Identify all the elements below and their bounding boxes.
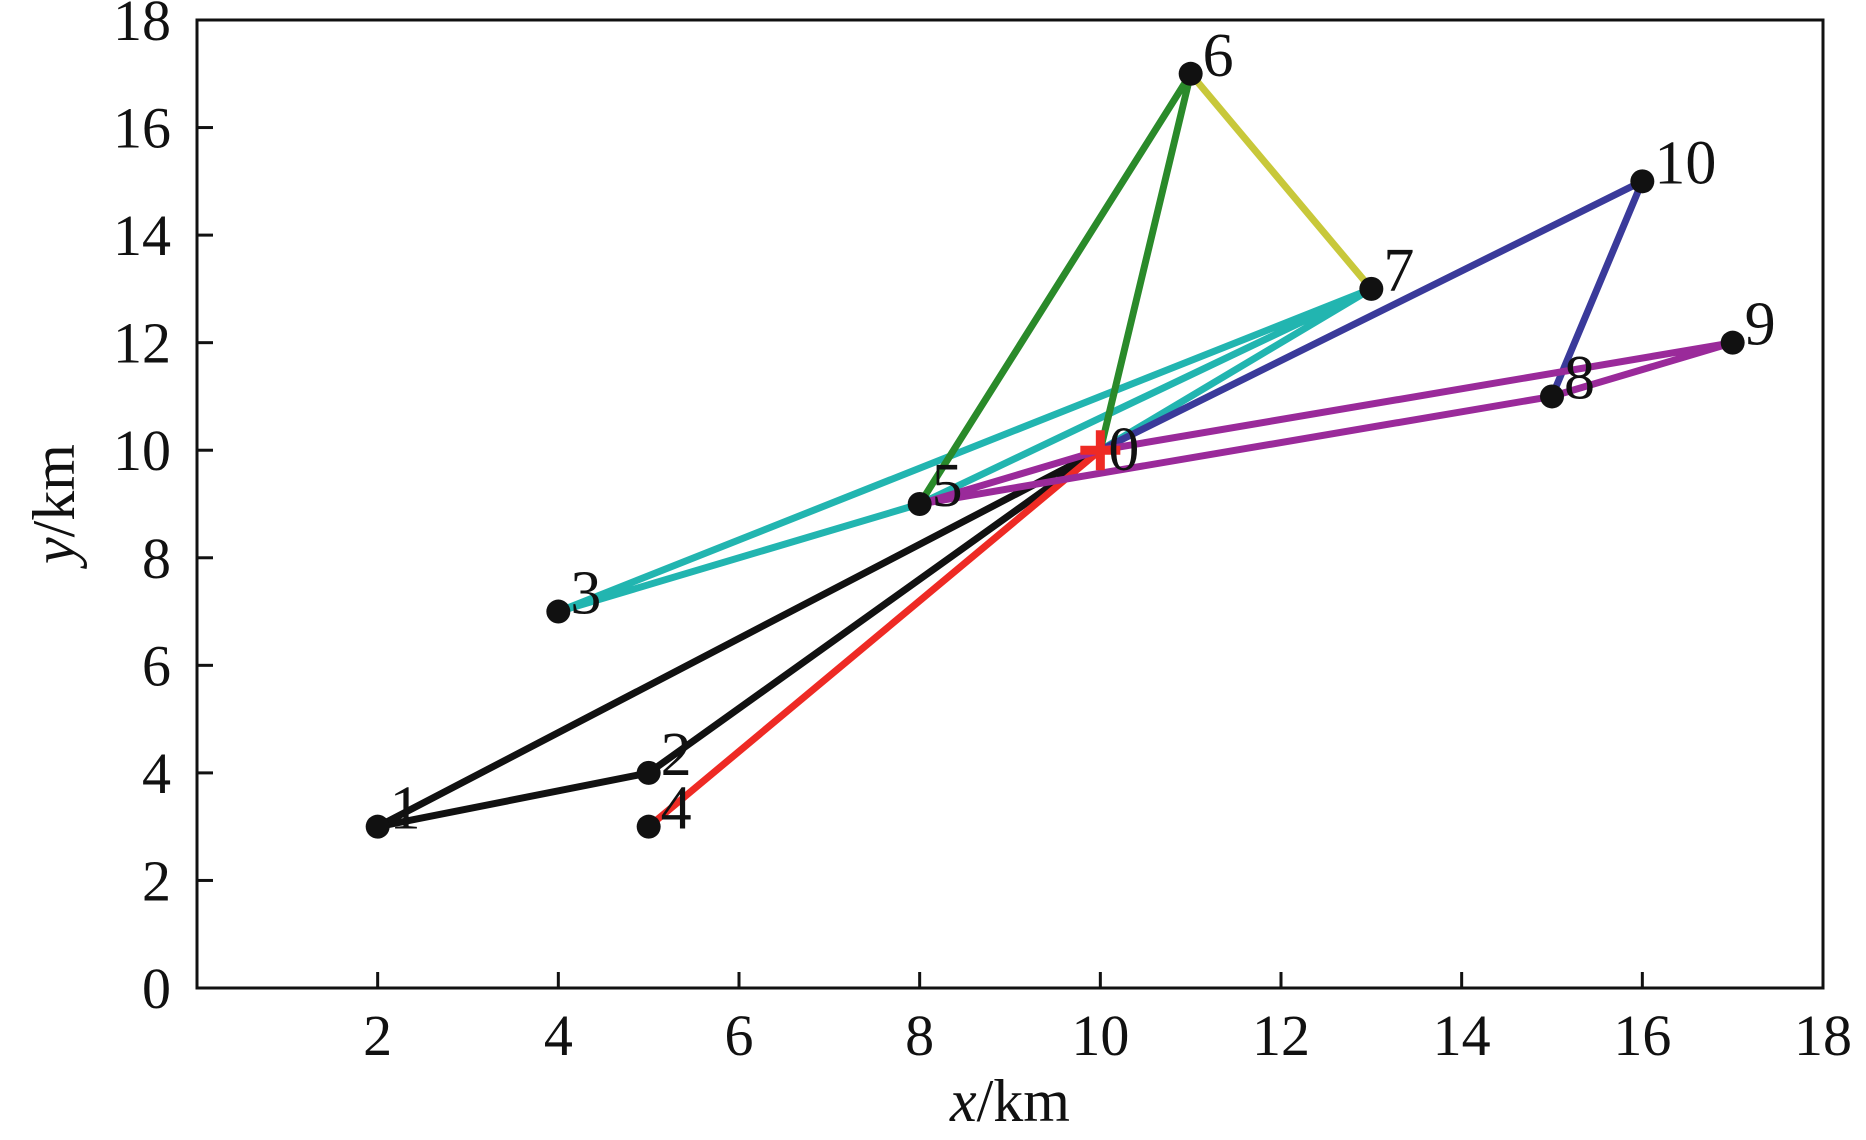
y-tick-label: 6 xyxy=(142,633,171,698)
y-axis-ticks: 0 2 4 6 8 10 12 14 16 18 xyxy=(113,0,213,1021)
y-tick-label: 4 xyxy=(142,741,171,806)
node-label-4: 4 xyxy=(661,775,692,843)
node-label-8: 8 xyxy=(1564,344,1595,412)
y-tick-label: 12 xyxy=(113,311,171,376)
node-label-9: 9 xyxy=(1745,291,1776,359)
x-tick-label: 6 xyxy=(725,1003,754,1068)
node-marker-10 xyxy=(1630,169,1655,194)
y-axis-label: y/km xyxy=(21,444,87,570)
y-axis-label-unit: /km xyxy=(21,444,87,537)
node-label-3: 3 xyxy=(570,560,601,628)
depot-plus-icon xyxy=(1080,430,1121,471)
node-label-1: 1 xyxy=(390,775,421,843)
route-5 xyxy=(1187,70,1375,293)
y-tick-label: 8 xyxy=(142,526,171,591)
x-tick-label: 8 xyxy=(905,1003,934,1068)
x-tick-label: 4 xyxy=(544,1003,573,1068)
plot-frame xyxy=(195,18,1825,990)
node-marker-4 xyxy=(636,814,661,839)
node-label-2: 2 xyxy=(661,721,692,789)
node-marker-8 xyxy=(1540,384,1564,409)
y-tick-label: 10 xyxy=(113,418,171,483)
x-axis-label: x/km xyxy=(949,1068,1070,1134)
x-axis-label-unit: /km xyxy=(977,1068,1070,1134)
node-label-7: 7 xyxy=(1383,237,1414,305)
x-tick-label: 10 xyxy=(1071,1003,1129,1068)
depot-label: 0 xyxy=(1108,416,1139,484)
node-marker-2 xyxy=(636,760,661,785)
node-label-10: 10 xyxy=(1654,129,1716,197)
node-marker-9 xyxy=(1720,330,1745,355)
x-axis-label-var: x xyxy=(949,1068,977,1134)
node-marker-3 xyxy=(546,599,571,624)
x-tick-label: 14 xyxy=(1433,1003,1491,1068)
depot-marker: 0 xyxy=(1080,416,1139,484)
node-label-6: 6 xyxy=(1203,22,1234,90)
x-tick-label: 2 xyxy=(363,1003,392,1068)
customer-nodes: 1 2 3 4 5 6 7 8 9 10 xyxy=(365,22,1776,843)
x-tick-label: 16 xyxy=(1613,1003,1671,1068)
node-marker-6 xyxy=(1178,61,1203,86)
y-tick-label: 0 xyxy=(142,956,171,1021)
node-marker-7 xyxy=(1359,276,1384,301)
y-tick-label: 18 xyxy=(113,0,171,53)
node-marker-1 xyxy=(365,814,390,839)
x-axis-ticks: 2 4 6 8 10 12 14 16 18 xyxy=(363,972,1852,1068)
node-marker-5 xyxy=(907,492,932,516)
y-tick-label: 16 xyxy=(113,96,171,161)
x-tick-label: 18 xyxy=(1794,1003,1852,1068)
y-tick-label: 14 xyxy=(113,203,171,268)
route-1 xyxy=(374,446,1104,831)
y-axis-label-var: y xyxy=(21,537,87,570)
x-tick-label: 12 xyxy=(1252,1003,1310,1068)
y-tick-label: 2 xyxy=(142,848,171,913)
node-label-5: 5 xyxy=(932,452,963,520)
